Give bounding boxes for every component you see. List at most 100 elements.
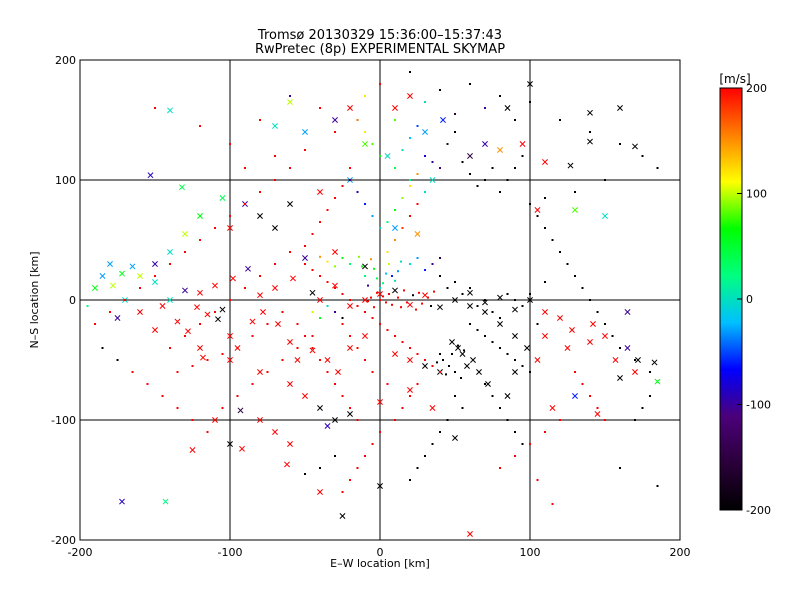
x-tick-label: -100 <box>218 546 243 559</box>
point-dot-marker <box>604 323 606 325</box>
point-dot-marker <box>319 107 321 109</box>
point-dot-marker <box>394 335 396 337</box>
point-x-marker <box>422 292 428 299</box>
point-dot-marker <box>311 335 314 337</box>
point-x-marker <box>624 345 631 351</box>
point-x-marker <box>215 316 221 323</box>
point-dot-marker <box>319 255 321 258</box>
point-x-marker <box>504 393 511 399</box>
point-x-marker <box>197 289 203 296</box>
point-dot-marker <box>433 290 435 293</box>
point-x-marker <box>590 321 596 327</box>
point-dot-marker <box>499 347 501 349</box>
point-dot-marker <box>484 383 486 385</box>
point-dot-marker <box>349 263 351 265</box>
point-dot-marker <box>139 287 141 289</box>
point-dot-marker <box>259 275 261 277</box>
point-x-marker <box>464 363 470 369</box>
point-x-marker <box>377 483 383 489</box>
point-dot-marker <box>484 335 486 337</box>
point-dot-marker <box>400 306 402 309</box>
point-x-marker <box>147 172 154 179</box>
point-x-marker <box>294 357 301 363</box>
point-x-marker <box>422 129 428 135</box>
point-dot-marker <box>491 311 494 313</box>
point-dot-marker <box>334 311 336 313</box>
point-dot-marker <box>236 347 239 349</box>
point-x-marker <box>392 105 398 111</box>
point-dot-marker <box>409 137 411 139</box>
point-dot-marker <box>416 383 419 385</box>
point-dot-marker <box>311 233 314 235</box>
point-dot-marker <box>409 479 411 481</box>
point-dot-marker <box>401 197 404 199</box>
point-dot-marker <box>385 272 387 275</box>
point-x-marker <box>107 261 113 267</box>
point-x-marker <box>482 309 488 315</box>
y-tick-label: 0 <box>69 294 76 307</box>
point-dot-marker <box>394 279 396 282</box>
point-x-marker <box>272 225 278 231</box>
point-dot-marker <box>439 257 441 259</box>
colorbar-tick-label: 100 <box>746 188 767 201</box>
point-dot-marker <box>461 293 464 295</box>
point-dot-marker <box>304 149 306 151</box>
point-x-marker <box>467 153 473 159</box>
point-dot-marker <box>427 296 429 299</box>
point-dot-marker <box>401 149 404 151</box>
point-dot-marker <box>619 143 621 145</box>
point-x-marker <box>407 357 413 363</box>
point-dot-marker <box>551 239 554 241</box>
point-dot-marker <box>334 131 336 133</box>
point-x-marker <box>512 306 518 313</box>
point-x-marker <box>624 309 631 315</box>
point-dot-marker <box>439 431 441 433</box>
point-dot-marker <box>289 167 291 169</box>
point-x-marker <box>429 177 436 183</box>
point-x-marker <box>189 447 196 453</box>
point-x-marker <box>542 159 548 165</box>
point-dot-marker <box>379 323 381 325</box>
point-dot-marker <box>349 335 351 337</box>
point-x-marker <box>302 393 308 399</box>
point-dot-marker <box>326 209 329 211</box>
point-dot-marker <box>214 227 216 229</box>
point-dot-marker <box>476 185 479 187</box>
y-tick-label: -100 <box>51 414 76 427</box>
point-dot-marker <box>304 473 306 475</box>
point-dot-marker <box>424 269 426 271</box>
point-dot-marker <box>469 287 471 289</box>
point-dot-marker <box>349 407 351 409</box>
point-dot-marker <box>206 431 209 433</box>
point-dot-marker <box>124 299 126 301</box>
point-dot-marker <box>529 293 531 295</box>
point-dot-marker <box>296 323 299 325</box>
point-dot-marker <box>356 119 359 121</box>
point-dot-marker <box>529 101 531 103</box>
point-x-marker <box>237 407 244 414</box>
point-dot-marker <box>499 191 501 193</box>
point-dot-marker <box>656 485 659 487</box>
point-x-marker <box>542 333 548 339</box>
point-x-marker <box>362 263 368 270</box>
point-x-marker <box>219 306 226 313</box>
point-x-marker <box>651 359 658 366</box>
point-dot-marker <box>521 305 524 307</box>
point-dot-marker <box>521 365 524 367</box>
point-dot-marker <box>641 407 644 409</box>
point-dot-marker <box>326 260 329 263</box>
point-x-marker <box>92 285 98 291</box>
point-dot-marker <box>356 467 359 469</box>
point-dot-marker <box>367 284 369 287</box>
point-x-marker <box>185 328 191 335</box>
point-dot-marker <box>581 383 584 385</box>
point-dot-marker <box>334 197 336 199</box>
y-axis-label: N–S location [km] <box>28 251 41 348</box>
point-dot-marker <box>457 344 459 347</box>
point-x-marker <box>422 363 428 369</box>
point-x-marker <box>245 265 251 272</box>
point-x-marker <box>287 441 293 447</box>
point-dot-marker <box>589 395 591 397</box>
point-dot-marker <box>161 395 164 397</box>
point-dot-marker <box>199 239 201 241</box>
